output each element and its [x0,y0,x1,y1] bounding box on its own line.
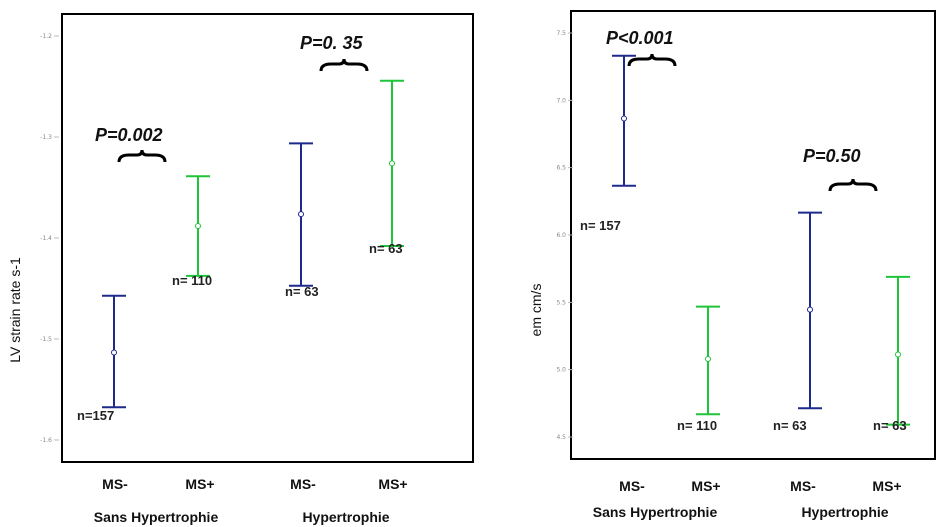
x-category-label: MS+ [691,478,720,494]
error-bar [886,275,910,426]
p-value-label: P=0. 35 [300,33,364,53]
mean-point [895,351,901,358]
plot-frame [61,13,474,463]
p-annotation-1: P=0.002 [95,125,167,163]
x-group-label: Sans Hypertrophie [593,504,718,520]
n-label: n=157 [77,408,114,423]
error-bar [798,211,822,410]
y-axis-ticks: -1.2 -1.3 -1.4 -1.5 -1.6 [40,33,59,444]
plot-frame [570,10,936,460]
p-value-label: P=0.50 [803,146,861,166]
y-tick-label: -1.4 [40,235,52,242]
n-labels: n=157 n= 110 n= 63 n= 63 [77,241,403,423]
error-bar [289,142,313,287]
x-category-label: MS+ [378,476,407,492]
mean-point [195,223,201,230]
n-labels: n= 157 n= 110 n= 63 n= 63 [580,218,907,433]
error-bar [102,294,126,409]
strain-rate-chart: LV strain rate s-1 -1.2-1.3-1.4-1.5-1.6 … [7,13,474,525]
mean-point [705,355,711,362]
y-tick-label: -1.3 [40,134,52,141]
error-bar [612,54,636,187]
y-tick-label: 7.0 [556,97,566,104]
p-annotation-1: P<0.001 [606,28,677,67]
y-axis-ticks: 7.5 7.0 6.5 6.0 5.5 5.0 4.5 [556,30,573,441]
p-value-label: P=0.002 [95,125,163,145]
n-label: n= 63 [873,418,907,433]
x-category-label: MS- [790,478,816,494]
y-tick-label: 7.5 [556,30,566,37]
n-label: n= 157 [580,218,621,233]
mean-point [807,306,813,313]
y-tick-label: -1.6 [40,437,52,444]
y-tick-label: 6.0 [556,232,566,239]
n-label: n= 63 [773,418,807,433]
brace-icon [828,178,878,192]
error-bars [102,79,404,409]
brace-icon [627,53,677,67]
x-group-label: Hypertrophie [801,504,888,520]
p-annotation-2: P=0.50 [803,146,878,192]
error-bar [186,175,210,277]
x-group-label: Sans Hypertrophie [94,509,219,525]
y-tick-label: 4.5 [556,434,566,441]
error-bar [696,305,720,416]
y-tick-label: -1.2 [40,33,52,40]
error-bar [380,79,404,247]
mean-point [298,211,304,218]
y-tick-label: 5.0 [556,367,566,374]
n-label: n= 63 [369,241,403,256]
mean-point [621,115,627,122]
brace-icon [319,58,369,72]
x-group-label: Hypertrophie [302,509,389,525]
y-tick-label: 5.5 [556,299,566,306]
p-value-label: P<0.001 [606,28,674,48]
x-category-label: MS- [102,476,128,492]
brace-icon [117,149,167,163]
y-axis-label: LV strain rate s-1 [7,257,23,363]
error-bars [612,54,910,426]
n-label: n= 63 [285,284,319,299]
x-category-label: MS+ [872,478,901,494]
mean-point [111,349,117,356]
mean-point [389,160,395,167]
p-annotation-2: P=0. 35 [300,33,369,72]
n-label: n= 110 [172,273,212,288]
n-label: n= 110 [677,418,717,433]
y-tick-label: -1.5 [40,336,52,343]
x-category-label: MS- [290,476,316,492]
x-category-label: MS+ [185,476,214,492]
y-tick-label: 6.5 [556,165,566,172]
y-axis-label: em cm/s [528,284,544,337]
x-category-label: MS- [619,478,645,494]
